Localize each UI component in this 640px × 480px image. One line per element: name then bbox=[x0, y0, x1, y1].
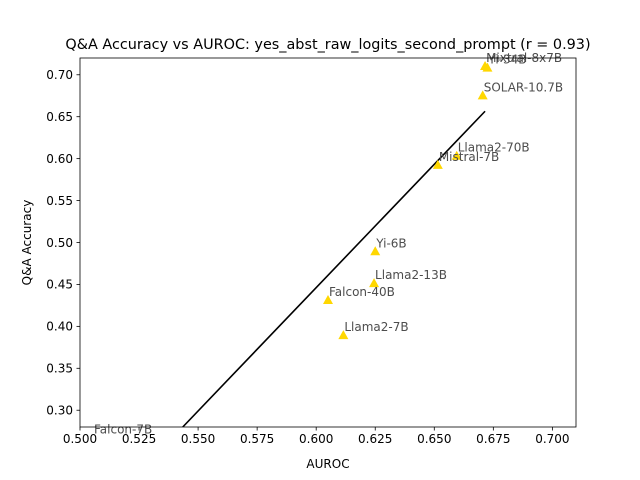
y-axis-label: Q&A Accuracy bbox=[20, 200, 34, 286]
x-tick-label: 0.700 bbox=[535, 432, 569, 446]
data-point bbox=[338, 330, 349, 340]
x-tick-label: 0.575 bbox=[240, 432, 274, 446]
data-point bbox=[369, 278, 380, 288]
point-label: SOLAR-10.7B bbox=[484, 80, 563, 94]
x-tick-label: 0.625 bbox=[358, 432, 392, 446]
point-label: Yi-6B bbox=[375, 236, 406, 250]
y-tick-label: 0.40 bbox=[46, 320, 73, 334]
point-label: Yi-34B bbox=[487, 53, 526, 67]
x-axis-label: AUROC bbox=[306, 457, 349, 471]
x-tick-label: 0.600 bbox=[299, 432, 333, 446]
data-point bbox=[323, 294, 333, 304]
regression-line bbox=[182, 110, 486, 427]
x-tick-label: 0.550 bbox=[181, 432, 215, 446]
y-tick-label: 0.35 bbox=[46, 362, 73, 376]
y-tick-label: 0.60 bbox=[46, 152, 73, 166]
data-point bbox=[482, 62, 493, 72]
point-label: Falcon-40B bbox=[329, 285, 395, 299]
y-tick-label: 0.65 bbox=[46, 110, 73, 124]
y-tick-label: 0.50 bbox=[46, 236, 73, 250]
point-label: Falcon-7B bbox=[94, 422, 152, 436]
data-point bbox=[432, 159, 443, 169]
x-tick-label: 0.650 bbox=[417, 432, 451, 446]
point-label: Llama2-7B bbox=[344, 320, 408, 334]
point-label: Llama2-70B bbox=[458, 141, 530, 155]
point-label: Mistral-7B bbox=[439, 150, 499, 164]
plot-area bbox=[80, 58, 576, 427]
y-tick-label: 0.55 bbox=[46, 194, 73, 208]
x-tick-label: 0.525 bbox=[122, 432, 156, 446]
data-point bbox=[451, 150, 462, 160]
y-tick-label: 0.70 bbox=[46, 68, 73, 82]
x-tick-label: 0.500 bbox=[63, 432, 97, 446]
y-tick-label: 0.45 bbox=[46, 278, 73, 292]
data-point bbox=[370, 246, 381, 256]
x-tick-label: 0.675 bbox=[476, 432, 510, 446]
data-point bbox=[477, 90, 488, 100]
chart-title: Q&A Accuracy vs AUROC: yes_abst_raw_logi… bbox=[65, 37, 590, 53]
y-tick-label: 0.30 bbox=[46, 404, 73, 418]
point-label: Llama2-13B bbox=[375, 268, 447, 282]
